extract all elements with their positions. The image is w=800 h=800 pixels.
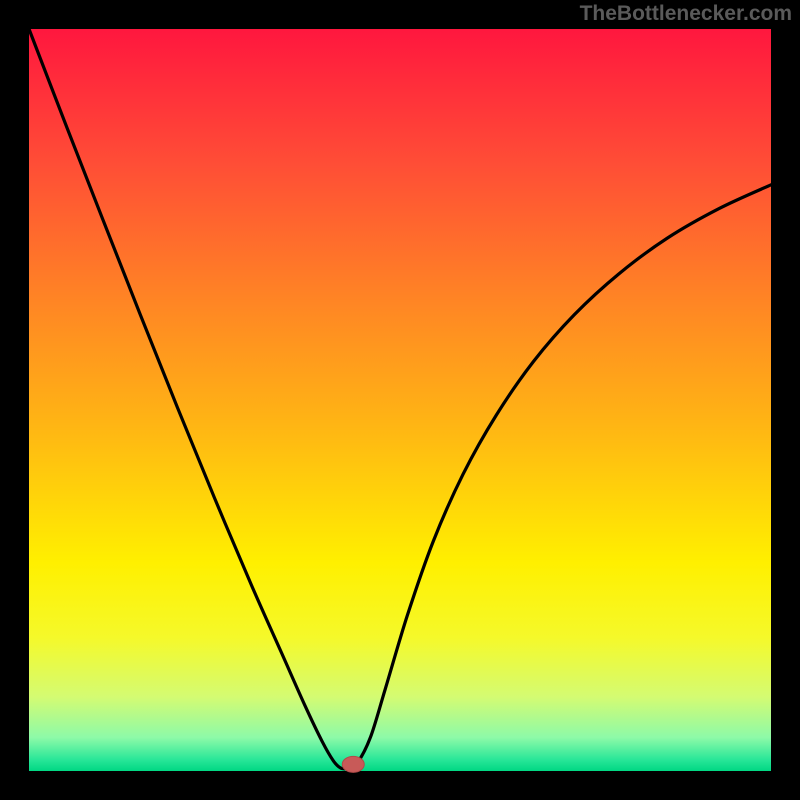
optimal-point-marker xyxy=(342,756,364,772)
chart-frame: TheBottlenecker.com xyxy=(0,0,800,800)
watermark-text: TheBottlenecker.com xyxy=(580,2,792,26)
plot-svg xyxy=(0,0,800,800)
plot-background xyxy=(29,29,771,771)
